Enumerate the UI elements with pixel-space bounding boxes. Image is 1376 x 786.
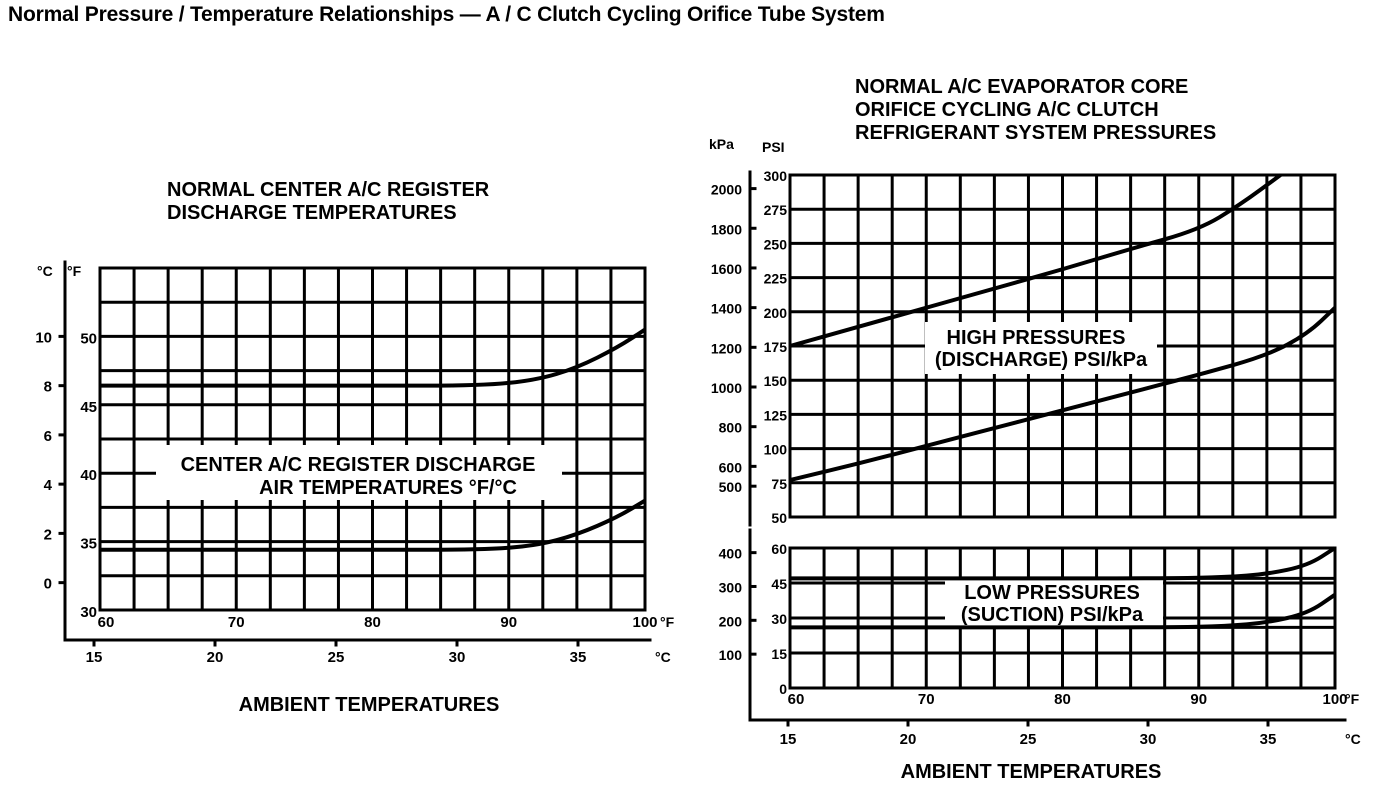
y-tick-label-kpa: 200: [719, 613, 743, 629]
x-tick-label-f: 100: [1322, 691, 1347, 708]
x-tick-label-f: 70: [228, 614, 245, 631]
inner-label-background: [945, 578, 1163, 626]
chart-title-line: NORMAL CENTER A/C REGISTER: [167, 179, 490, 201]
y-tick-label-psi: 75: [771, 476, 787, 492]
x-tick-label-f: 90: [500, 614, 517, 631]
x-tick-label-c: 15: [780, 731, 797, 748]
y-tick-label-c: 6: [44, 428, 52, 445]
y-tick-label-psi: 250: [764, 236, 788, 252]
chart-title-line: NORMAL A/C EVAPORATOR CORE: [855, 76, 1188, 98]
y-tick-label-c: 2: [44, 526, 52, 543]
y-tick-label-kpa: 300: [719, 579, 743, 595]
plot-frame: [98, 266, 647, 612]
y-tick-label-psi: 100: [764, 442, 788, 458]
inner-label-background: [925, 322, 1157, 374]
x-tick-label-f: 60: [788, 691, 805, 708]
x-tick-label-c: 25: [328, 649, 345, 666]
y-tick-label-f: 45: [80, 399, 97, 416]
x-tick-label-c: 30: [1140, 731, 1157, 748]
y-tick-label-c: 8: [44, 379, 52, 396]
y-tick-label-psi: 300: [764, 168, 788, 184]
inner-label-line: HIGH PRESSURES: [947, 327, 1126, 349]
page-title: Normal Pressure / Temperature Relationsh…: [8, 3, 885, 26]
y-tick-label-f: 30: [80, 604, 97, 621]
inner-label-line: CENTER A/C REGISTER DISCHARGE: [181, 454, 536, 476]
y-unit-label-f: °F: [67, 263, 82, 279]
x-tick-label-c: 20: [900, 731, 917, 748]
y-tick-label-f: 50: [80, 330, 97, 347]
series-line-lower: [99, 498, 647, 552]
inner-label-line: (DISCHARGE) PSI/kPa: [935, 349, 1148, 371]
x-unit-label-c: °C: [655, 649, 671, 665]
series-line-upper: [100, 327, 647, 388]
chart-title-line: DISCHARGE TEMPERATURES: [167, 202, 457, 224]
y-tick-label-kpa: 100: [719, 647, 743, 663]
x-tick-label-f: 90: [1190, 691, 1207, 708]
x-tick-label-f: 80: [364, 614, 381, 631]
y-tick-label-psi: 200: [764, 305, 788, 321]
x-tick-label-c: 35: [1260, 731, 1277, 748]
y-tick-label-psi: 15: [771, 646, 787, 662]
x-tick-label-c: 20: [207, 649, 224, 666]
chart-title-line: ORIFICE CYCLING A/C CLUTCH: [855, 99, 1159, 121]
y-tick-label-psi: 30: [771, 611, 787, 627]
y-tick-label-c: 10: [35, 329, 52, 346]
x-unit-label-f: °F: [660, 614, 675, 630]
x-tick-label-f: 100: [632, 614, 657, 631]
y-tick-label-kpa: 1000: [711, 380, 742, 396]
inner-label-background: [156, 445, 562, 500]
x-tick-label-c: 30: [449, 649, 466, 666]
y-tick-label-psi: 175: [764, 339, 788, 355]
y-tick-label-c: 0: [44, 576, 52, 593]
y-unit-label-kpa: kPa: [709, 136, 734, 152]
plot-frame: [788, 546, 1337, 690]
chart-title-line: REFRIGERANT SYSTEM PRESSURES: [855, 122, 1216, 144]
y-tick-label-f: 40: [80, 467, 97, 484]
x-tick-label-c: 15: [86, 649, 103, 666]
y-tick-label-kpa: 1800: [711, 221, 742, 237]
y-tick-label-psi: 50: [771, 510, 787, 526]
y-unit-label-psi: PSI: [762, 139, 785, 155]
y-tick-label-psi: 60: [771, 541, 787, 557]
y-tick-label-psi: 125: [764, 407, 788, 423]
inner-label-line: AIR TEMPERATURES °F/°C: [259, 477, 517, 499]
y-tick-label-kpa: 500: [719, 479, 743, 495]
y-tick-label-psi: 275: [764, 202, 788, 218]
y-tick-label-f: 35: [80, 536, 97, 553]
x-tick-label-f: 80: [1054, 691, 1071, 708]
y-tick-label-kpa: 800: [719, 420, 743, 436]
y-tick-label-psi: 0: [779, 681, 787, 697]
x-tick-label-f: 60: [98, 614, 115, 631]
x-unit-label-c: °C: [1345, 731, 1361, 747]
series-line-upper: [789, 173, 1282, 348]
series-line-lower: [789, 306, 1337, 483]
y-tick-label-psi: 45: [771, 576, 787, 592]
y-tick-label-c: 4: [44, 477, 53, 494]
y-tick-label-kpa: 1200: [711, 340, 742, 356]
y-tick-label-kpa: 600: [719, 459, 743, 475]
series-line-upper: [789, 546, 1337, 581]
x-axis-title: AMBIENT TEMPERATURES: [901, 761, 1162, 783]
x-axis-title: AMBIENT TEMPERATURES: [239, 694, 500, 716]
low-pressure-chart: LOW PRESSURES(SUCTION) PSI/kPa 0 15 30 45 60 1…: [719, 528, 1361, 783]
y-unit-label-c: °C: [37, 263, 53, 279]
y-tick-label-psi: 225: [764, 271, 788, 287]
y-tick-label-kpa: 1400: [711, 301, 742, 317]
y-tick-label-psi: 150: [764, 373, 788, 389]
x-tick-label-c: 35: [570, 649, 587, 666]
y-tick-label-kpa: 400: [719, 546, 743, 562]
x-unit-label-f: °F: [1345, 691, 1360, 707]
y-tick-label-kpa: 1600: [711, 261, 742, 277]
x-tick-label-f: 70: [918, 691, 935, 708]
inner-label-line: (SUCTION) PSI/kPa: [961, 604, 1144, 626]
series-line-lower: [789, 593, 1337, 630]
y-tick-label-kpa: 2000: [711, 182, 742, 198]
inner-label-line: LOW PRESSURES: [964, 582, 1140, 604]
x-tick-label-c: 25: [1020, 731, 1037, 748]
